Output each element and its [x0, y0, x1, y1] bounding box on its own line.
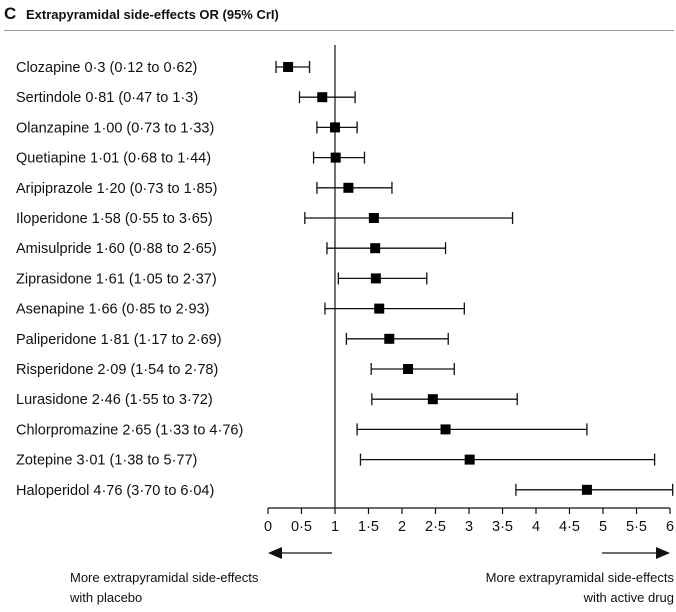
chart-title: Extrapyramidal side-effects OR (95% CrI) [26, 7, 279, 22]
note-right-line-1: More extrapyramidal side-effects [485, 570, 674, 585]
point-estimate [330, 122, 340, 133]
row-label: Quetiapine 1·01 (0·68 to 1·44) [16, 151, 211, 167]
forest-row: Zotepine 3·01 (1·38 to 5·77) [16, 453, 656, 469]
forest-row: Amisulpride 1·60 (0·88 to 2·65) [16, 241, 447, 257]
point-estimate [581, 484, 592, 495]
x-tick-label: 4 [532, 519, 540, 535]
forest-row: Olanzapine 1·00 (0·73 to 1·33) [16, 120, 358, 136]
x-tick-label: 3·5 [492, 519, 513, 535]
row-label: Paliperidone 1·81 (1·17 to 2·69) [16, 332, 222, 348]
x-tick-label: 2 [398, 519, 406, 535]
row-label: Risperidone 2·09 (1·54 to 2·78) [16, 362, 218, 378]
row-label: Iloperidone 1·58 (0·55 to 3·65) [16, 211, 213, 227]
forest-row: Paliperidone 1·81 (1·17 to 2·69) [16, 332, 449, 348]
row-label: Chlorpromazine 2·65 (1·33 to 4·76) [16, 422, 243, 438]
x-axis: 0 0·5 1 1·5 2 2·5 3 3·5 4 4·5 5 5·5 6 [264, 507, 674, 535]
forest-row: Quetiapine 1·01 (0·68 to 1·44) [16, 151, 366, 167]
note-right-line-2: with active drug [583, 590, 674, 605]
point-estimate [317, 92, 328, 103]
row-label: Aripiprazole 1·20 (0·73 to 1·85) [16, 181, 218, 197]
rows-layer: Clozapine 0·3 (0·12 to 0·62) Sertindole 0… [16, 45, 674, 508]
x-tick-label: 1·5 [358, 519, 379, 535]
note-favours-drug: More extrapyramidal side-effects with ac… [486, 568, 674, 608]
row-label: Ziprasidone 1·61 (1·05 to 2·37) [16, 271, 217, 287]
row-label: Zotepine 3·01 (1·38 to 5·77) [16, 453, 197, 469]
x-tick-label: 3 [465, 519, 473, 535]
row-label: Asenapine 1·66 (0·85 to 2·93) [16, 302, 209, 318]
point-estimate [440, 424, 451, 435]
panel-letter: C [4, 4, 17, 23]
x-tick-label: 4·5 [559, 519, 580, 535]
title-divider [4, 30, 674, 31]
forest-row: Sertindole 0·81 (0·47 to 1·3) [16, 90, 356, 106]
note-favours-placebo: More extrapyramidal side-effects with pl… [70, 568, 258, 608]
row-label: Haloperidol 4·76 (3·70 to 6·04) [16, 483, 214, 499]
row-label: Olanzapine 1·00 (0·73 to 1·33) [16, 120, 214, 136]
x-tick-label: 0·5 [291, 519, 312, 535]
row-label: Lurasidone 2·46 (1·55 to 3·72) [16, 392, 213, 408]
forest-row: Clozapine 0·3 (0·12 to 0·62) [16, 60, 311, 76]
arrow-left-icon [268, 547, 282, 559]
row-label: Sertindole 0·81 (0·47 to 1·3) [16, 90, 198, 106]
point-estimate [403, 364, 414, 374]
x-tick-label: 2·5 [425, 519, 446, 535]
point-estimate [384, 333, 395, 344]
row-label: Amisulpride 1·60 (0·88 to 2·65) [16, 241, 217, 257]
x-tick-label: 0 [264, 519, 272, 535]
x-tick-label: 6 [666, 519, 674, 535]
forest-row: Ziprasidone 1·61 (1·05 to 2·37) [16, 271, 428, 287]
arrow-right-icon [656, 547, 670, 559]
row-label: Clozapine 0·3 (0·12 to 0·62) [16, 60, 197, 76]
point-estimate [464, 454, 475, 465]
forest-row: Iloperidone 1·58 (0·55 to 3·65) [16, 211, 514, 227]
forest-row: Risperidone 2·09 (1·54 to 2·78) [16, 362, 455, 378]
forest-row: Haloperidol 4·76 (3·70 to 6·04) [16, 483, 674, 499]
note-left-line-1: More extrapyramidal side-effects [70, 570, 259, 585]
point-estimate [283, 62, 294, 72]
point-estimate [427, 394, 438, 405]
forest-row: Asenapine 1·66 (0·85 to 2·93) [16, 302, 465, 318]
point-estimate [374, 303, 385, 314]
point-estimate [330, 152, 341, 163]
forest-row: Aripiprazole 1·20 (0·73 to 1·85) [16, 181, 393, 197]
x-tick-label: 1 [331, 519, 339, 535]
forest-row: Chlorpromazine 2·65 (1·33 to 4·76) [16, 422, 588, 438]
note-left-line-2: with placebo [70, 590, 143, 605]
forest-row: Lurasidone 2·46 (1·55 to 3·72) [16, 392, 518, 408]
point-estimate [370, 243, 381, 254]
point-estimate [343, 182, 354, 193]
point-estimate [368, 213, 379, 223]
x-tick-label: 5·5 [626, 519, 647, 535]
point-estimate [370, 273, 381, 284]
x-tick-label: 5 [599, 519, 607, 535]
direction-arrows [268, 547, 670, 559]
